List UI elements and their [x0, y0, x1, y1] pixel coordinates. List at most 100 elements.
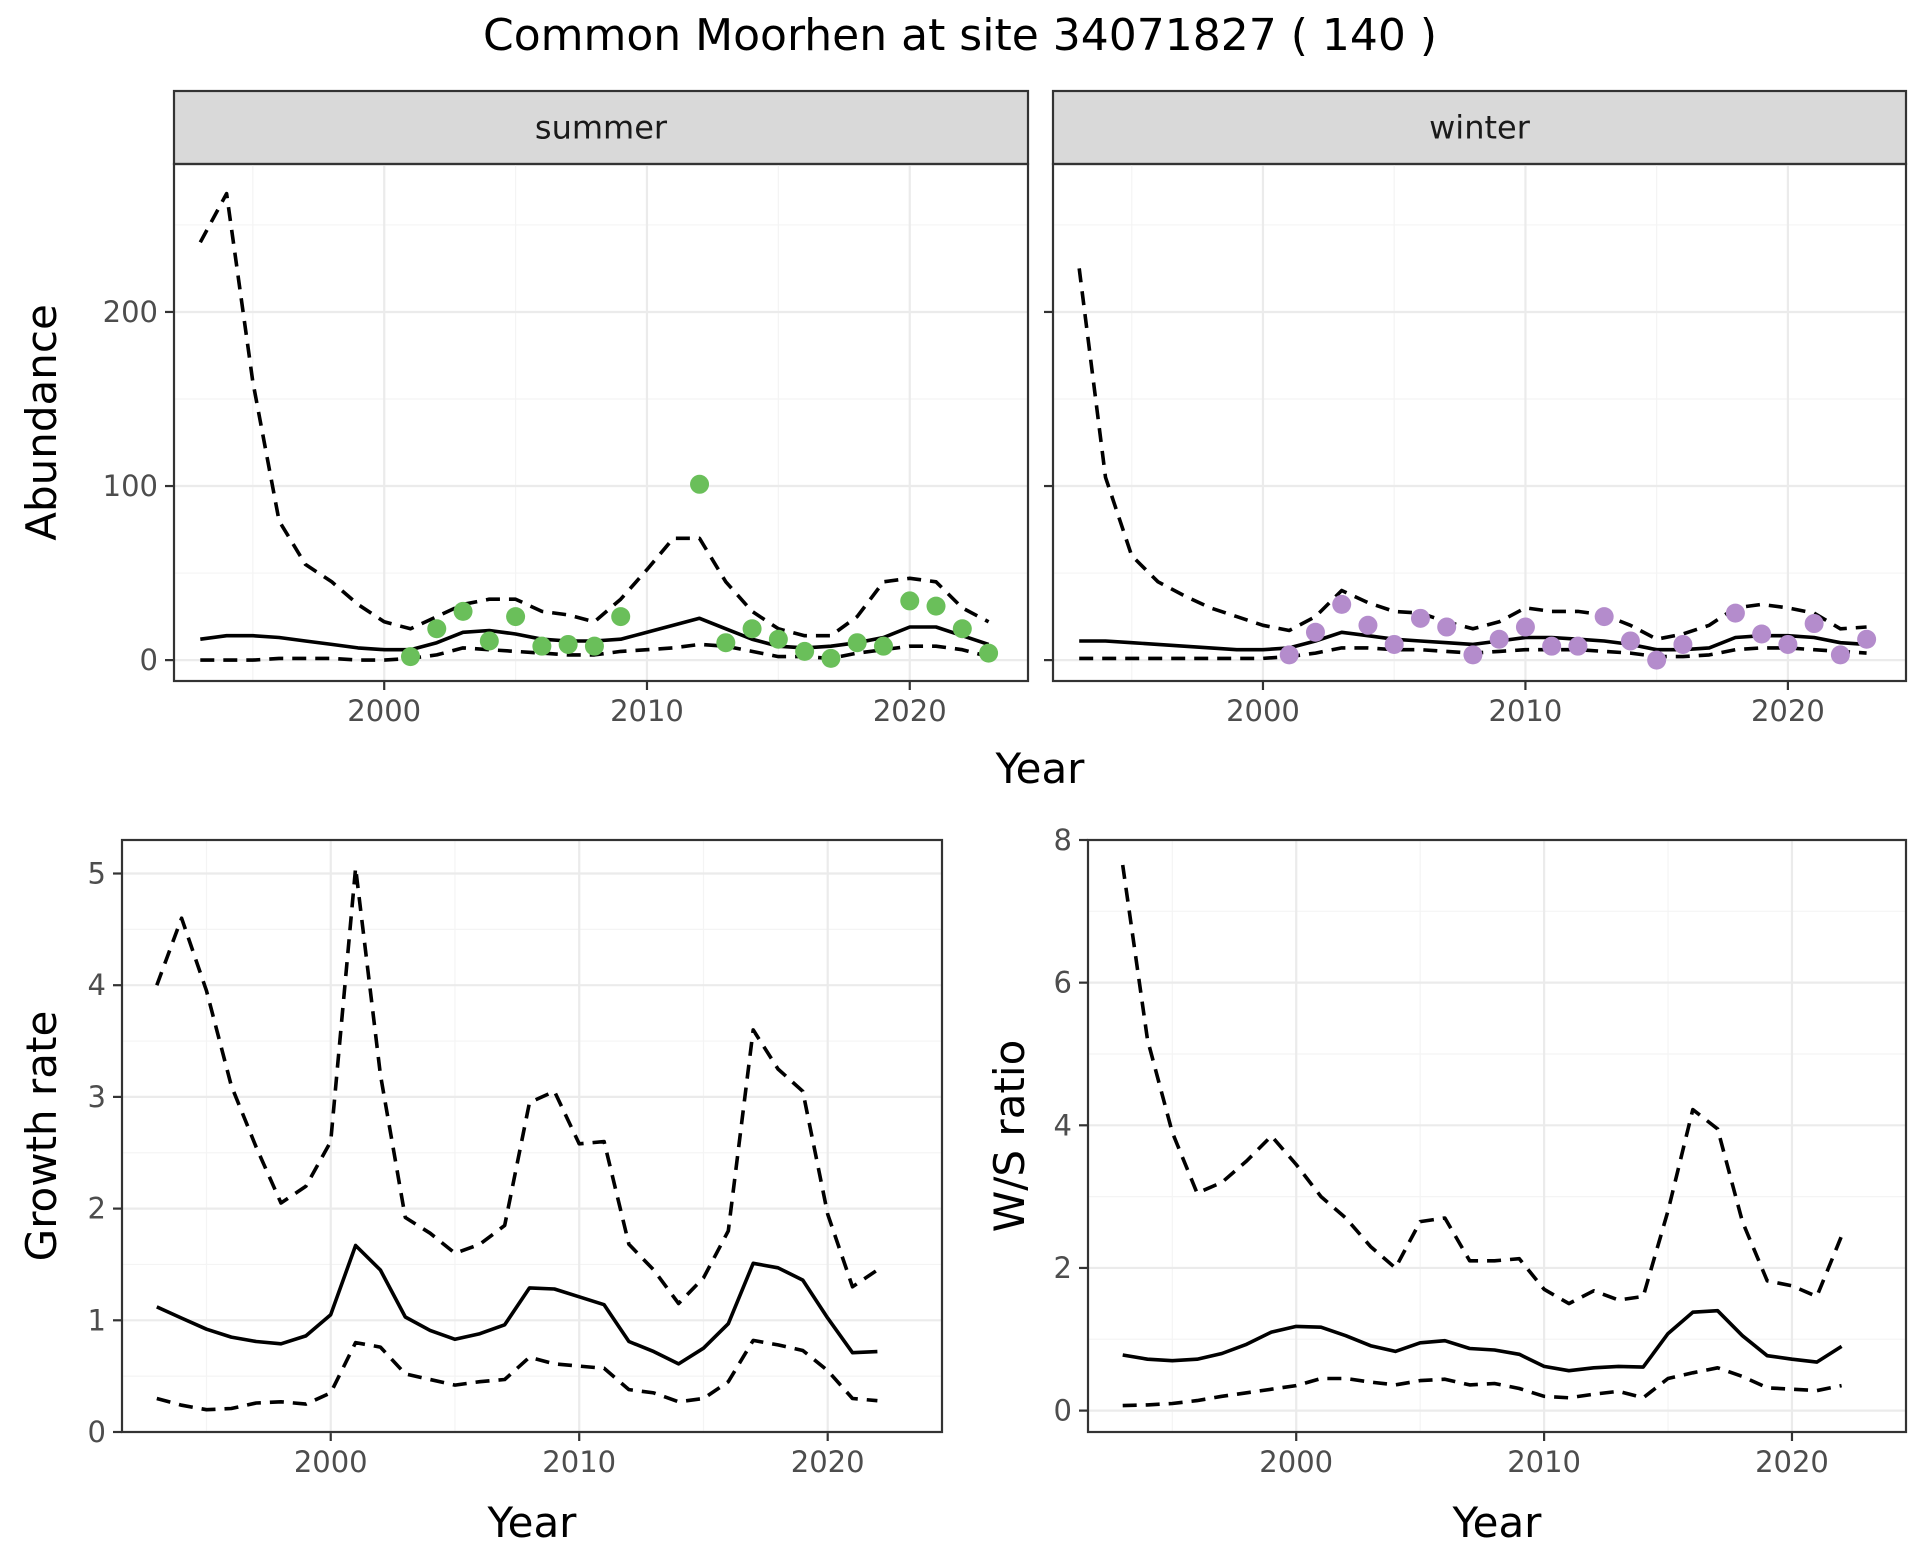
data-point — [1463, 645, 1483, 665]
data-point — [1279, 645, 1299, 665]
data-point — [690, 474, 710, 494]
data-point — [742, 619, 762, 639]
data-point — [558, 634, 578, 654]
data-point — [900, 591, 920, 611]
y-tick-label: 2 — [88, 1192, 106, 1226]
data-point — [1384, 634, 1404, 654]
y-tick-label: 8 — [1054, 823, 1072, 857]
data-point — [847, 633, 867, 653]
data-point — [453, 601, 473, 621]
data-point — [1647, 650, 1667, 670]
y-tick-label: 0 — [1054, 1394, 1072, 1428]
x-tick-label: 2000 — [1226, 694, 1300, 728]
data-point — [479, 631, 499, 651]
data-point — [1437, 617, 1457, 637]
facet-strip-summer — [172, 89, 1030, 166]
series-group-winter — [1077, 268, 1877, 670]
data-point — [1830, 645, 1850, 665]
data-point — [1857, 629, 1877, 649]
data-point — [821, 648, 841, 668]
top-x-axis-title: Year — [995, 744, 1086, 793]
data-point — [1804, 614, 1824, 634]
panel-border-growth — [120, 838, 944, 1434]
y-tick-label: 4 — [1054, 1108, 1072, 1142]
data-point — [427, 619, 447, 639]
data-point — [795, 641, 815, 661]
x-tick-label: 2020 — [1755, 1445, 1829, 1479]
data-point — [584, 636, 604, 656]
x-axis-title-ws: Year — [1452, 1498, 1543, 1547]
data-point — [1568, 636, 1588, 656]
series-group-ws — [1120, 864, 1844, 1408]
data-point — [1594, 607, 1614, 627]
y-axis-title-ws: W/S ratio — [985, 1040, 1034, 1233]
x-tick-label: 2020 — [1751, 694, 1825, 728]
x-tick-label: 2020 — [873, 694, 947, 728]
data-point — [400, 647, 420, 667]
y-axis-title-growth: Growth rate — [17, 1011, 66, 1262]
data-point — [1332, 594, 1352, 614]
y-tick-label: 0 — [140, 643, 158, 677]
series-line-upper — [198, 191, 990, 638]
x-tick-label: 2010 — [542, 1445, 616, 1479]
series-line-lower — [1122, 1366, 1842, 1408]
x-tick-label: 2000 — [294, 1445, 368, 1479]
x-tick-label: 2000 — [347, 694, 421, 728]
series-line-upper — [155, 866, 879, 1306]
y-axis-title-summer: Abundance — [17, 304, 66, 541]
y-tick-label: 200 — [103, 295, 158, 329]
y-tick-label: 100 — [103, 469, 158, 503]
data-point — [1725, 603, 1745, 623]
data-point — [716, 633, 736, 653]
panel-ws: 2000 2010 2020 0 2 4 6 8 W/S ratio Year — [985, 823, 1908, 1547]
y-tick-label: 3 — [88, 1080, 106, 1114]
data-point — [1358, 615, 1378, 635]
y-tick-label: 4 — [88, 968, 106, 1002]
series-group-growth — [155, 866, 879, 1412]
x-tick-label: 2010 — [610, 694, 684, 728]
y-tick-label: 6 — [1054, 966, 1072, 1000]
series-line-mean — [156, 1243, 878, 1366]
panel-summer: summer 2000 2010 2020 0 100 200 Abundance — [17, 89, 1030, 728]
panel-border-winter — [1051, 162, 1908, 683]
y-tick-label: 0 — [88, 1415, 106, 1449]
series-group-summer — [198, 191, 999, 668]
data-point — [1620, 631, 1640, 651]
series-line-mean — [1079, 630, 1867, 652]
data-point — [532, 636, 552, 656]
data-point — [1542, 636, 1562, 656]
x-tick-label: 2000 — [1259, 1445, 1333, 1479]
data-point — [768, 629, 788, 649]
data-point — [926, 596, 946, 616]
facet-label-winter: winter — [1429, 109, 1531, 147]
data-point — [1673, 634, 1693, 654]
x-axis-title-growth: Year — [487, 1498, 578, 1547]
data-point — [611, 607, 631, 627]
data-point — [1515, 617, 1535, 637]
data-point — [1778, 634, 1798, 654]
series-line-upper — [1120, 864, 1844, 1306]
data-point — [873, 636, 893, 656]
panel-growth: 2000 2010 2020 0 1 2 3 4 5 Growth rate Year — [17, 838, 944, 1547]
data-point — [506, 607, 526, 627]
data-point — [1305, 622, 1325, 642]
data-point — [1410, 608, 1430, 628]
data-point — [1489, 629, 1509, 649]
facet-label-summer: summer — [535, 109, 668, 147]
panel-border-summer — [172, 162, 1030, 683]
panel-winter: winter 2000 2010 2020 — [1044, 89, 1908, 728]
series-line-lower — [156, 1338, 878, 1412]
chart-title: Common Moorhen at site 34071827 ( 140 ) — [483, 10, 1437, 61]
x-tick-label: 2020 — [791, 1445, 865, 1479]
series-line-mean — [1122, 1308, 1843, 1373]
panel-border-ws — [1086, 838, 1908, 1434]
y-tick-label: 5 — [88, 857, 106, 891]
data-point — [1752, 624, 1772, 644]
y-tick-label: 1 — [88, 1303, 106, 1337]
data-point — [979, 643, 999, 663]
data-point — [952, 619, 972, 639]
x-tick-label: 2010 — [1489, 694, 1563, 728]
y-tick-label: 2 — [1054, 1251, 1072, 1285]
